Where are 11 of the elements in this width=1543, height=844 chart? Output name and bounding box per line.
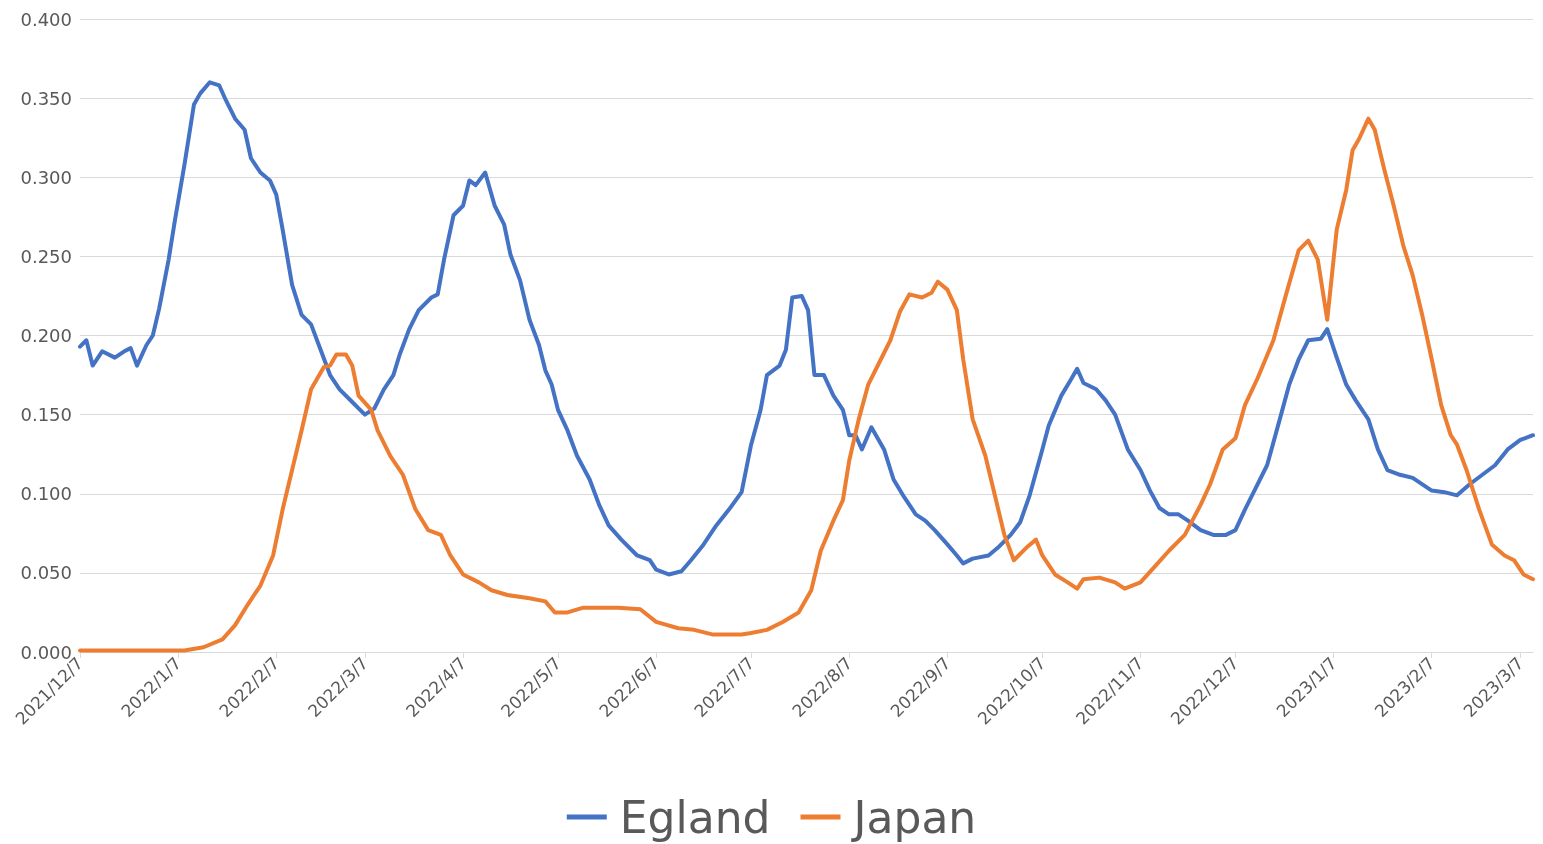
y-tick-label: 0.300: [20, 166, 72, 188]
y-tick-label: 0.250: [20, 245, 72, 267]
y-tick-label: 0.350: [20, 87, 72, 109]
y-tick-label: 0.400: [20, 8, 72, 30]
line-series: [78, 80, 1535, 577]
y-tick-label: 0.200: [20, 325, 72, 346]
y-tick-label: 0.050: [20, 562, 72, 584]
legend-label: Japan: [850, 791, 977, 843]
y-tick-label: 0.100: [20, 483, 72, 505]
legend-label: Egland: [619, 791, 771, 843]
y-tick-label: 0.150: [20, 404, 72, 426]
